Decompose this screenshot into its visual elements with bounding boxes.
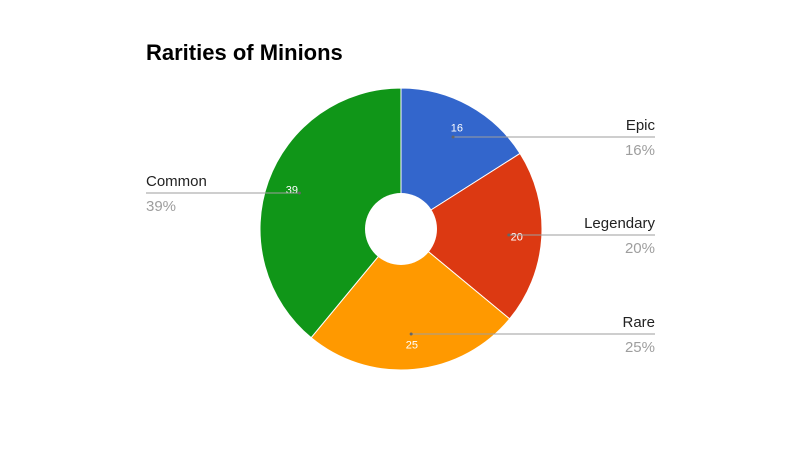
legend-percent-rare: 25%	[625, 339, 655, 356]
legend-callouts: Epic 16% Legendary 20% Rare 25% Common 39%	[146, 117, 655, 356]
legend-name-rare: Rare	[622, 314, 655, 331]
legend-percent-common: 39%	[146, 198, 176, 215]
slice-value-label-legendary: 20	[511, 231, 523, 243]
chart-title: Rarities of Minions	[146, 40, 343, 65]
slice-value-label-common: 39	[286, 185, 298, 197]
donut-hole	[365, 193, 437, 265]
pie-slice-epic	[400, 87, 521, 230]
slice-labels: 16 20 25 39	[286, 122, 523, 351]
pie-slice-rare	[310, 228, 511, 371]
leader-dot-rare	[409, 332, 413, 336]
leader-dot-epic	[451, 135, 455, 139]
legend-name-legendary: Legendary	[584, 215, 655, 232]
legend-name-common: Common	[146, 173, 207, 190]
pie-slice-common	[259, 87, 402, 339]
legend-name-epic: Epic	[626, 117, 656, 134]
slice-value-label-epic: 16	[451, 122, 463, 134]
pie-slice-legendary	[400, 152, 543, 320]
legend-percent-epic: 16%	[625, 142, 655, 159]
leader-dot-common	[297, 191, 301, 195]
legend-percent-legendary: 20%	[625, 240, 655, 257]
pie-slices	[259, 87, 543, 371]
slice-value-label-rare: 25	[406, 339, 418, 351]
leader-dot-legendary	[507, 233, 511, 237]
